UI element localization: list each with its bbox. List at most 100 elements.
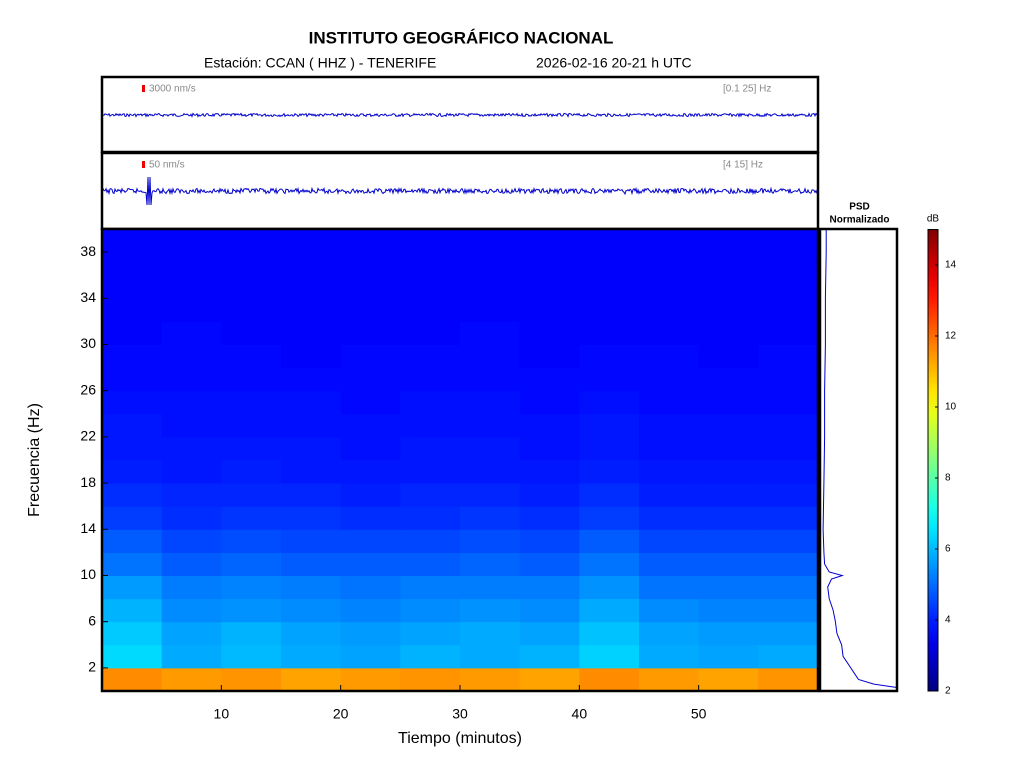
heat-cell [639,413,700,438]
heat-cell [639,598,700,623]
heat-cell [161,436,222,461]
heat-cell [698,413,759,438]
x-tick-label: 10 [214,706,230,722]
heat-cell [400,252,461,276]
x-tick-label: 40 [572,706,588,722]
heat-cell [460,644,521,669]
colorbar-label: dB [927,214,940,225]
heat-cell [161,275,222,299]
heat-cell [639,344,700,369]
heat-cell [758,298,819,322]
heat-cell [281,506,342,530]
scale-marker [142,161,145,168]
heat-cell [281,483,342,507]
heat-cell [102,321,163,345]
heat-cell [519,229,580,253]
heat-cell [579,275,640,299]
heat-cell [102,436,163,461]
heat-cell [221,621,282,646]
heat-cell [102,644,163,669]
heat-cell [400,229,461,253]
heat-cell [400,413,461,438]
heat-cell [221,298,282,322]
heat-cell [698,575,759,600]
heat-cell [161,367,222,392]
heat-cell [758,460,819,484]
colorbar-tick-label: 10 [945,402,957,413]
heat-cell [698,275,759,299]
heat-cell [698,344,759,369]
heat-cell [460,229,521,253]
heat-cell [281,229,342,253]
waveform [102,176,818,206]
heat-cell [221,344,282,369]
heat-cell [281,552,342,576]
heat-cell [102,344,163,369]
colorbar-tick-label: 8 [945,473,951,484]
heat-cell [758,229,819,253]
heat-cell [519,367,580,392]
y-tick-label: 14 [80,520,96,536]
y-tick-label: 6 [88,612,96,628]
heat-cell [460,390,521,415]
heat-cell [698,229,759,253]
heat-cell [102,390,163,415]
heat-cell [161,390,222,415]
y-tick-label: 18 [80,474,96,490]
heat-cell [758,506,819,530]
heat-cell [281,460,342,484]
heat-cell [639,460,700,484]
heat-cell [400,390,461,415]
heat-cell [519,506,580,530]
heat-cell [221,552,282,576]
heat-cell [400,298,461,322]
heat-cell [460,575,521,600]
heat-cell [221,436,282,461]
heat-cell [281,436,342,461]
colorbar [927,229,939,692]
heat-cell [758,413,819,438]
heat-cell [579,298,640,322]
heat-cell [161,621,222,646]
heat-cell [579,390,640,415]
heat-cell [221,529,282,553]
heat-cell [281,275,342,299]
heat-cell [698,552,759,576]
heat-cell [281,344,342,369]
heat-cell [281,621,342,646]
heat-cell [340,321,401,345]
heat-cell [460,275,521,299]
heat-cell [221,229,282,253]
heat-cell [579,575,640,600]
heat-cell [340,436,401,461]
heat-cell [400,667,461,692]
heat-cell [639,390,700,415]
heat-cell [460,483,521,507]
heat-cell [460,552,521,576]
heat-cell [102,252,163,276]
heat-cell [221,390,282,415]
heat-cell [340,644,401,669]
heat-cell [579,321,640,345]
heat-cell [340,252,401,276]
heat-cell [758,436,819,461]
heat-cell [639,367,700,392]
heat-cell [161,529,222,553]
heat-cell [460,413,521,438]
heat-cell [579,529,640,553]
heat-cell [758,575,819,600]
heat-cell [102,483,163,507]
heat-cell [698,298,759,322]
heat-cell [221,575,282,600]
heat-cell [400,321,461,345]
heat-cell [102,298,163,322]
heat-cell [460,667,521,692]
heat-cell [519,621,580,646]
y-tick-label: 2 [88,659,96,675]
heat-cell [519,344,580,369]
heat-cell [400,575,461,600]
heat-cell [281,575,342,600]
heat-cell [519,575,580,600]
heat-cell [639,321,700,345]
band-label: [4 15] Hz [723,160,763,171]
